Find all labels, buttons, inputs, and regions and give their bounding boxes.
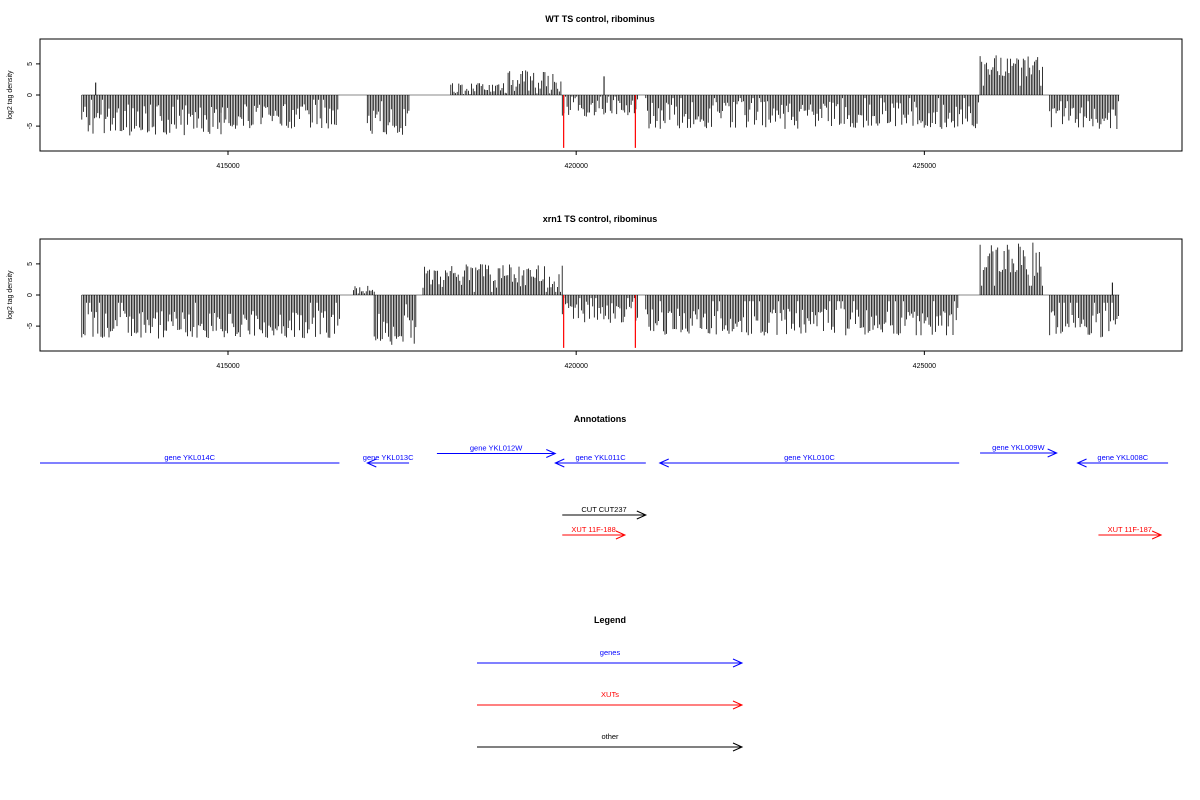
- arrow-head: [554, 458, 565, 468]
- legend-panel: Legend genes XUTs other: [477, 615, 744, 752]
- x-tick-label: 425000: [913, 363, 936, 370]
- arrow-head: [366, 458, 377, 468]
- annotation-label: gene YKL008C: [1097, 453, 1148, 462]
- legend-label: genes: [600, 648, 621, 657]
- annotation-label: CUT CUT237: [581, 505, 626, 514]
- annotation-label: XUT 11F-187: [1108, 525, 1152, 534]
- arrow-head: [636, 510, 648, 520]
- signal-bars: [81, 242, 1119, 345]
- arrow-head: [546, 449, 557, 458]
- arrow-head: [1151, 530, 1163, 540]
- signal-bars: [81, 55, 1119, 136]
- wt-track-chart: WT TS control, ribominus log2 tag density…: [7, 14, 1183, 170]
- y-tick-label: 0: [27, 293, 34, 297]
- annotations-title: Annotations: [574, 414, 627, 424]
- chart-title: WT TS control, ribominus: [545, 14, 655, 24]
- annotation-label: gene YKL014C: [164, 453, 215, 462]
- y-axis-label: log2 tag density: [7, 70, 14, 120]
- x-tick-label: 420000: [565, 163, 588, 170]
- arrow-head: [1076, 458, 1087, 468]
- x-tick-label: 420000: [565, 363, 588, 370]
- y-axis-label: log2 tag density: [7, 270, 14, 320]
- arrow-head: [732, 700, 744, 710]
- annotation-label: gene YKL010C: [784, 453, 835, 462]
- annotations-track: Annotations gene YKL014C gene YKL013C gene …: [40, 414, 1169, 540]
- x-tick-label: 425000: [913, 163, 936, 170]
- x-tick-label: 415000: [216, 363, 239, 370]
- legend-title: Legend: [594, 615, 626, 625]
- annotation-label: gene YKL012W: [470, 444, 523, 453]
- arrow-head: [1047, 448, 1058, 458]
- y-tick-label: 5: [27, 262, 34, 266]
- y-tick-label: 0: [27, 93, 34, 97]
- xrn1-track-chart: xrn1 TS control, ribominus log2 tag densi…: [7, 214, 1183, 370]
- y-tick-label: -5: [27, 123, 34, 129]
- annotation-label: gene YKL011C: [575, 453, 626, 462]
- arrow-head: [615, 530, 627, 540]
- arrow-head: [658, 458, 669, 468]
- arrow-head: [732, 742, 744, 752]
- chart-title: xrn1 TS control, ribominus: [543, 214, 658, 224]
- y-tick-label: -5: [27, 323, 34, 329]
- arrow-head: [732, 658, 744, 668]
- y-tick-label: 5: [27, 62, 34, 66]
- legend-label: other: [601, 732, 619, 741]
- legend-label: XUTs: [601, 690, 619, 699]
- x-tick-label: 415000: [216, 163, 239, 170]
- annotation-label: gene YKL009W: [992, 443, 1045, 452]
- annotation-label: XUT 11F-188: [571, 525, 615, 534]
- annotation-label: gene YKL013C: [363, 453, 414, 462]
